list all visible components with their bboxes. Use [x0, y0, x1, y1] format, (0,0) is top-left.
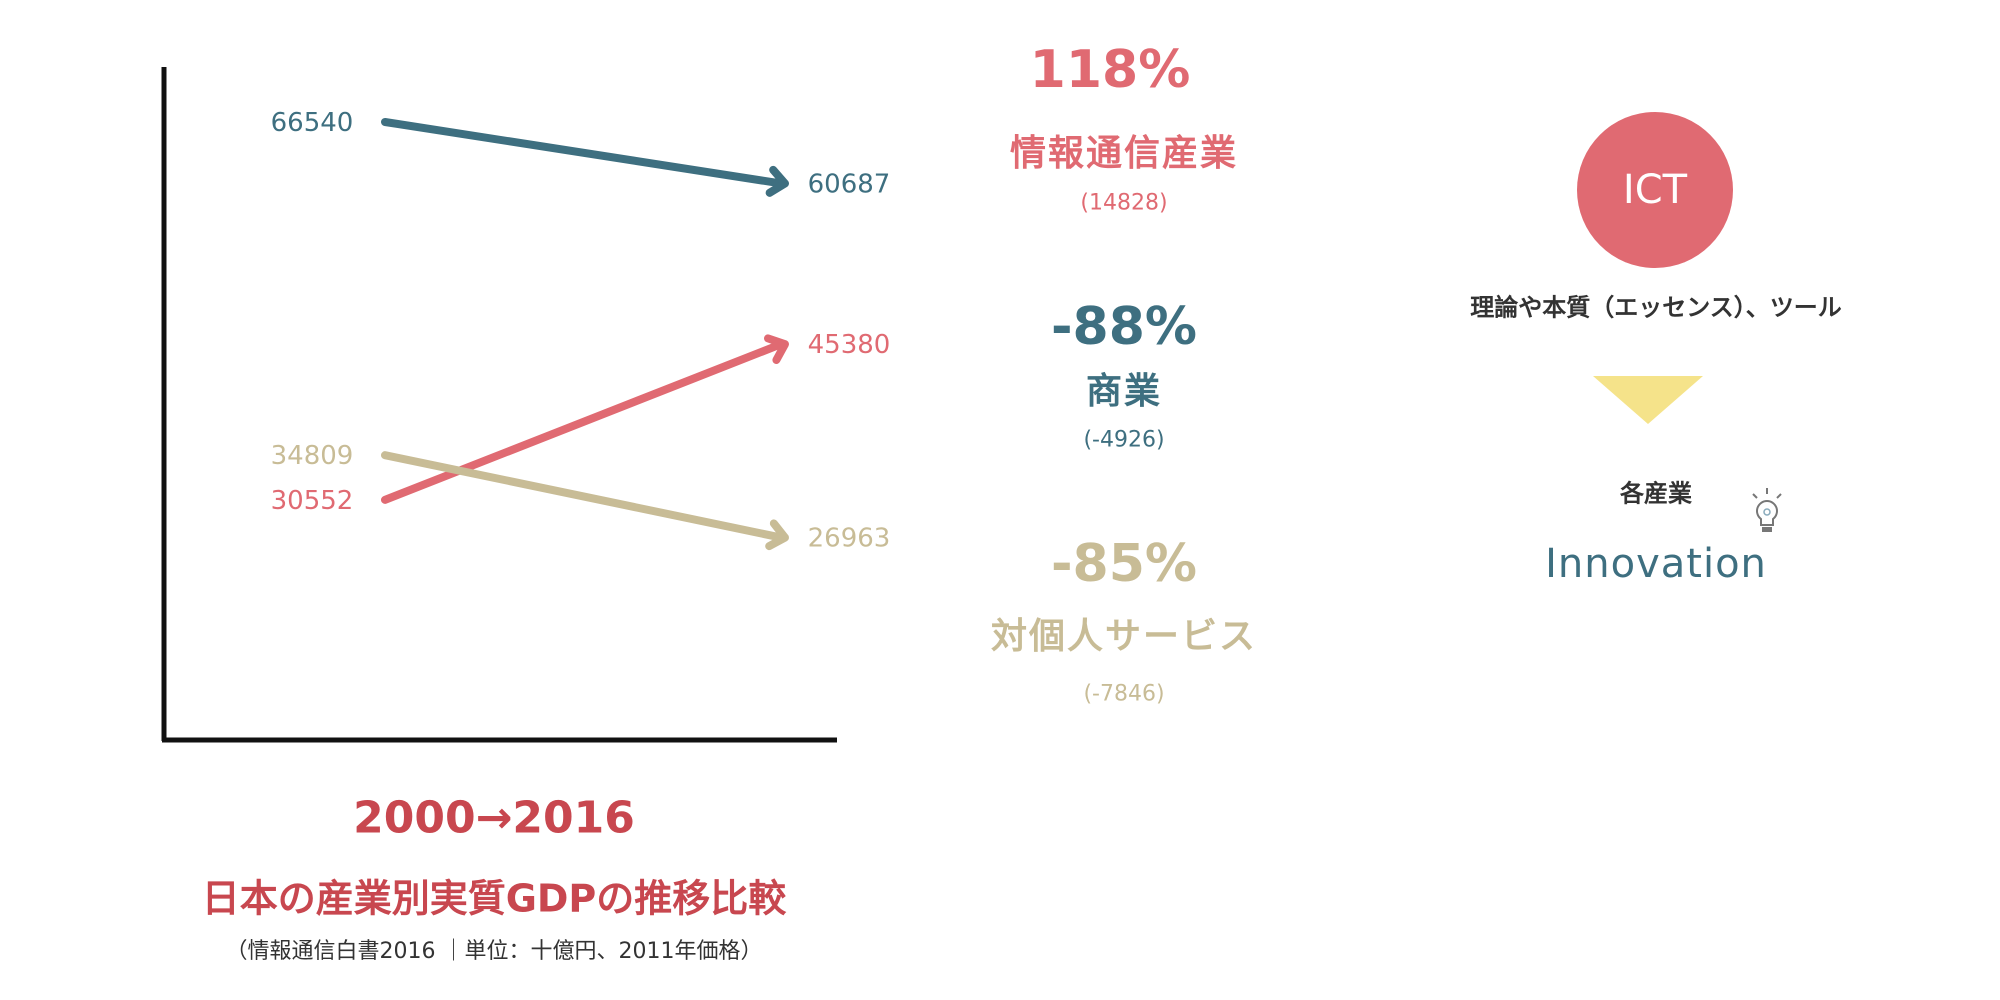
- summary-pct-commerce: -88%: [1050, 297, 1198, 357]
- data-label-end-2: 26963: [808, 524, 891, 554]
- data-label-start-2: 34809: [271, 441, 354, 471]
- data-label-end-0: 60687: [808, 169, 891, 199]
- data-label-end-1: 45380: [808, 330, 891, 360]
- summary-industry-ict: 情報通信産業: [1009, 133, 1239, 174]
- summary-diff-commerce: (-4926): [1083, 427, 1165, 453]
- series-arrowhead-1: [763, 334, 789, 364]
- data-label-start-1: 30552: [271, 486, 354, 516]
- down-triangle: [1593, 376, 1703, 424]
- source-note: （情報通信白書2016 ｜単位：十億円、2011年価格）: [225, 939, 763, 964]
- ict-description: 理論や本質（エッセンス）、ツール: [1470, 293, 1842, 322]
- target-industries: 各産業: [1620, 479, 1692, 508]
- series-line-0: [381, 118, 785, 188]
- summary-industry-commerce: 商業: [1085, 371, 1163, 412]
- period-label: 2000→2016: [353, 792, 635, 844]
- lightbulb-icon: [1752, 488, 1782, 532]
- summary-pct-personal: -85%: [1050, 534, 1198, 594]
- series-line-1: [381, 340, 785, 504]
- innovation-label: Innovation: [1545, 541, 1767, 587]
- series-line-2: [381, 451, 785, 542]
- summary-diff-personal: (-7846): [1083, 681, 1165, 707]
- chart-title: 日本の産業別実質GDPの推移比較: [201, 876, 787, 921]
- series-arrowhead-2: [765, 519, 789, 551]
- data-label-start-0: 66540: [271, 108, 354, 138]
- summary-diff-ict: (14828): [1080, 190, 1168, 216]
- summary-industry-personal: 対個人サービス: [990, 616, 1258, 657]
- ict-circle: [1577, 112, 1733, 268]
- series-arrowhead-0: [765, 165, 789, 197]
- summary-pct-ict: 118%: [1029, 40, 1191, 100]
- ict-label: ICT: [1622, 167, 1688, 213]
